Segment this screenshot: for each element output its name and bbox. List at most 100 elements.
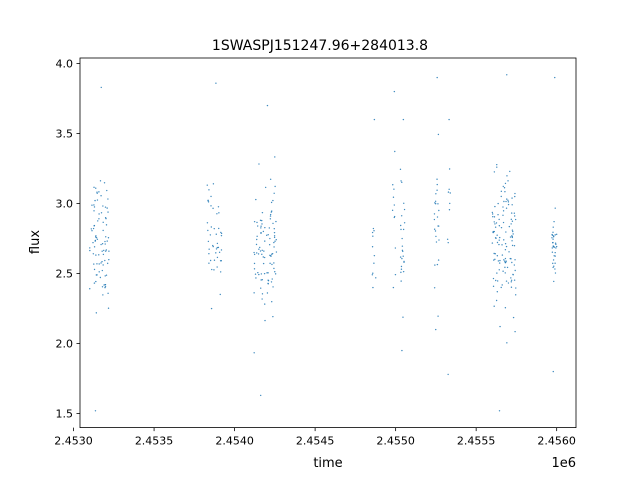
data-point xyxy=(98,263,100,265)
data-point xyxy=(436,178,438,180)
data-point xyxy=(274,273,277,275)
data-point xyxy=(509,257,511,260)
data-point xyxy=(504,182,507,185)
data-point xyxy=(373,254,376,257)
data-point xyxy=(373,262,375,264)
data-point xyxy=(494,253,496,255)
data-point xyxy=(89,249,91,252)
data-point xyxy=(437,225,440,227)
data-point xyxy=(503,200,505,203)
data-point xyxy=(504,261,506,264)
data-point xyxy=(220,231,222,234)
data-point xyxy=(514,294,517,296)
data-point xyxy=(513,245,516,247)
data-point xyxy=(255,277,257,279)
data-point xyxy=(95,237,98,239)
data-point xyxy=(434,203,437,205)
data-point xyxy=(554,255,556,257)
data-point xyxy=(253,352,255,354)
data-point xyxy=(401,181,403,184)
data-point xyxy=(552,245,554,248)
data-point xyxy=(96,192,98,194)
data-point xyxy=(434,200,437,202)
data-point xyxy=(93,282,96,284)
data-point xyxy=(273,262,275,264)
data-point xyxy=(435,328,437,331)
data-point xyxy=(555,243,557,246)
data-point xyxy=(371,274,374,276)
data-point xyxy=(508,225,511,228)
data-point xyxy=(263,272,266,275)
data-point xyxy=(498,236,501,239)
data-point xyxy=(261,253,263,256)
data-point xyxy=(98,218,100,220)
data-point xyxy=(552,238,554,240)
data-point xyxy=(108,250,110,252)
plot-area-frame xyxy=(79,57,577,429)
data-point xyxy=(212,244,214,247)
data-point xyxy=(89,288,91,290)
data-point xyxy=(255,198,257,201)
data-point xyxy=(101,269,104,272)
data-point xyxy=(435,235,437,238)
data-point xyxy=(502,206,504,208)
data-points xyxy=(89,74,558,412)
data-point xyxy=(100,243,102,246)
data-point xyxy=(255,243,258,246)
data-point xyxy=(100,86,102,89)
data-point xyxy=(216,213,218,215)
data-point xyxy=(274,240,276,242)
x-axis-offset-label: 1e6 xyxy=(551,456,576,471)
data-point xyxy=(502,221,505,224)
data-point xyxy=(104,243,106,245)
data-point xyxy=(554,207,556,209)
data-point xyxy=(256,235,258,237)
data-point xyxy=(108,258,110,261)
data-point xyxy=(401,245,404,247)
data-point xyxy=(269,218,272,220)
data-point xyxy=(267,234,269,236)
data-point xyxy=(497,214,499,216)
data-point xyxy=(501,244,503,246)
data-point xyxy=(273,236,276,239)
data-point xyxy=(400,268,403,270)
data-point xyxy=(513,212,516,214)
data-point xyxy=(504,191,506,193)
data-point xyxy=(273,192,275,195)
data-point xyxy=(262,256,264,258)
data-point xyxy=(92,241,94,244)
data-point xyxy=(219,271,222,273)
data-point xyxy=(498,218,500,221)
data-point xyxy=(399,168,402,171)
data-point xyxy=(434,202,436,204)
data-point xyxy=(253,253,256,256)
data-point xyxy=(100,195,102,197)
data-point xyxy=(508,251,510,253)
data-point xyxy=(102,221,104,224)
data-point xyxy=(497,260,500,262)
data-point xyxy=(207,199,209,202)
data-point xyxy=(499,259,501,262)
data-point xyxy=(213,269,215,271)
data-point xyxy=(554,234,556,236)
data-point xyxy=(104,285,107,288)
data-point xyxy=(403,208,406,211)
data-point xyxy=(511,229,514,231)
data-point xyxy=(403,261,405,263)
data-point xyxy=(95,254,97,256)
data-point xyxy=(491,213,494,215)
data-point xyxy=(437,315,439,317)
data-point xyxy=(270,201,273,204)
data-point xyxy=(433,228,436,230)
data-point xyxy=(504,260,506,262)
data-point xyxy=(496,280,499,282)
data-point xyxy=(94,199,96,202)
data-point xyxy=(264,226,266,229)
data-point xyxy=(372,235,374,237)
data-point xyxy=(275,239,277,241)
data-point xyxy=(402,118,405,121)
data-point xyxy=(494,223,496,225)
data-point xyxy=(401,257,403,260)
